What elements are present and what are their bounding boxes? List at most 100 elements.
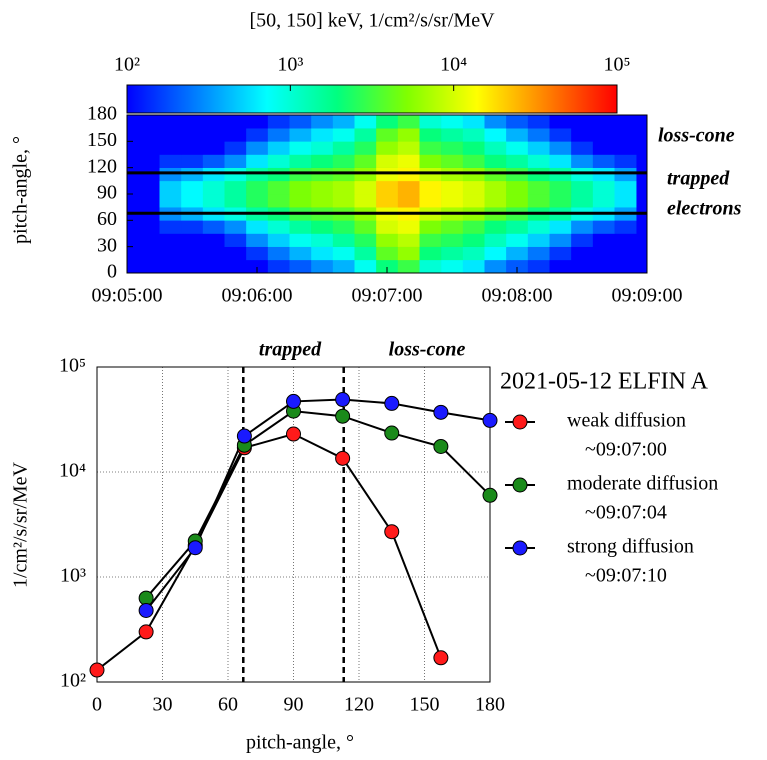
- heatmap-cell: [441, 220, 463, 233]
- heatmap-cell: [246, 115, 268, 128]
- heatmap-cell: [550, 141, 572, 154]
- heatmap-cell: [615, 141, 637, 154]
- heatmap-cell: [268, 128, 290, 141]
- heatmap-cell: [398, 141, 420, 154]
- heatmap-cell: [485, 128, 507, 141]
- legend-label: weak diffusion: [567, 410, 686, 432]
- heatmap-cell: [420, 234, 442, 247]
- heatmap-cell: [290, 128, 312, 141]
- legend-time: ~09:07:04: [585, 502, 667, 524]
- heatmap-cell: [181, 141, 203, 154]
- heatmap-cell: [398, 247, 420, 260]
- heatmap-cell: [528, 181, 550, 194]
- heatmap-cell: [311, 194, 333, 207]
- heatmap-cell: [528, 194, 550, 207]
- data-point: [336, 451, 350, 465]
- y-axis-label: pitch-angle, °: [10, 136, 32, 244]
- x-tick-label: 09:06:00: [221, 285, 292, 307]
- data-point: [385, 396, 399, 410]
- heatmap-cell: [268, 220, 290, 233]
- heatmap-cell: [506, 247, 528, 260]
- data-point: [434, 439, 448, 453]
- heatmap-cell: [506, 155, 528, 168]
- heatmap-cell: [181, 247, 203, 260]
- data-point: [287, 427, 301, 441]
- x-tick-label: 30: [153, 694, 173, 716]
- heatmap-cell: [420, 128, 442, 141]
- heatmap-cell: [268, 194, 290, 207]
- heatmap-cell: [160, 247, 182, 260]
- heatmap-cell: [615, 194, 637, 207]
- heatmap-cell: [246, 234, 268, 247]
- heatmap-cell: [441, 115, 463, 128]
- heatmap-cell: [268, 155, 290, 168]
- heatmap-cell: [485, 247, 507, 260]
- heatmap-cell: [376, 247, 398, 260]
- heatmap-cell: [268, 247, 290, 260]
- heatmap-cell: [528, 234, 550, 247]
- heatmap-cell: [203, 247, 225, 260]
- heatmap-cell: [203, 220, 225, 233]
- heatmap-cell: [268, 260, 290, 273]
- heatmap-cell: [290, 247, 312, 260]
- data-point: [385, 525, 399, 539]
- heatmap-cell: [398, 194, 420, 207]
- heatmap-cell: [593, 260, 615, 273]
- heatmap-cell: [311, 220, 333, 233]
- heatmap-cell: [485, 115, 507, 128]
- heatmap-cell: [571, 194, 593, 207]
- heatmap-cell: [160, 194, 182, 207]
- heatmap-cell: [463, 260, 485, 273]
- heatmap-cell: [376, 234, 398, 247]
- colorbar: [127, 85, 617, 113]
- heatmap-cell: [506, 181, 528, 194]
- heatmap-cell: [290, 234, 312, 247]
- heatmap-cell: [441, 181, 463, 194]
- heatmap-cell: [355, 155, 377, 168]
- data-point: [188, 541, 202, 555]
- heatmap-cell: [550, 155, 572, 168]
- x-tick-label: 09:07:00: [351, 285, 422, 307]
- heatmap-cell: [571, 128, 593, 141]
- heatmap-cell: [333, 220, 355, 233]
- data-point: [434, 651, 448, 665]
- data-point: [336, 393, 350, 407]
- colorbar-tick-label: 10³: [277, 54, 303, 76]
- heatmap-cell: [181, 155, 203, 168]
- y-tick-label: 10³: [60, 565, 86, 587]
- heatmap-cell: [506, 220, 528, 233]
- heatmap-cell: [463, 220, 485, 233]
- heatmap-cell: [355, 234, 377, 247]
- heatmap-cell: [225, 155, 247, 168]
- legend-marker: [513, 415, 527, 429]
- y-tick-label: 0: [107, 261, 117, 283]
- heatmap-cell: [203, 234, 225, 247]
- heatmap-cell: [355, 115, 377, 128]
- heatmap-cell: [528, 128, 550, 141]
- heatmap-cell: [593, 115, 615, 128]
- heatmap-cell: [420, 194, 442, 207]
- heatmap-cell: [485, 155, 507, 168]
- heatmap-cell: [506, 234, 528, 247]
- data-point: [139, 625, 153, 639]
- heatmap-cell: [398, 115, 420, 128]
- heatmap-cell: [333, 128, 355, 141]
- heatmap-cell: [485, 141, 507, 154]
- y-tick-label: 120: [87, 155, 117, 177]
- colorbar-tick-label: 10⁵: [604, 54, 631, 76]
- heatmap-cell: [550, 115, 572, 128]
- heatmap-cell: [398, 234, 420, 247]
- data-point: [287, 394, 301, 408]
- heatmap-cell: [181, 194, 203, 207]
- heatmap-cell: [376, 181, 398, 194]
- heatmap-cell: [615, 260, 637, 273]
- heatmap-cell: [441, 260, 463, 273]
- annotation: loss-cone: [389, 339, 466, 361]
- heatmap-cell: [463, 141, 485, 154]
- y-tick-label: 10⁴: [59, 460, 86, 482]
- heatmap-cell: [225, 260, 247, 273]
- heatmap-cell: [181, 234, 203, 247]
- heatmap-cell: [160, 234, 182, 247]
- annotation: electrons: [667, 198, 742, 220]
- heatmap-cell: [528, 260, 550, 273]
